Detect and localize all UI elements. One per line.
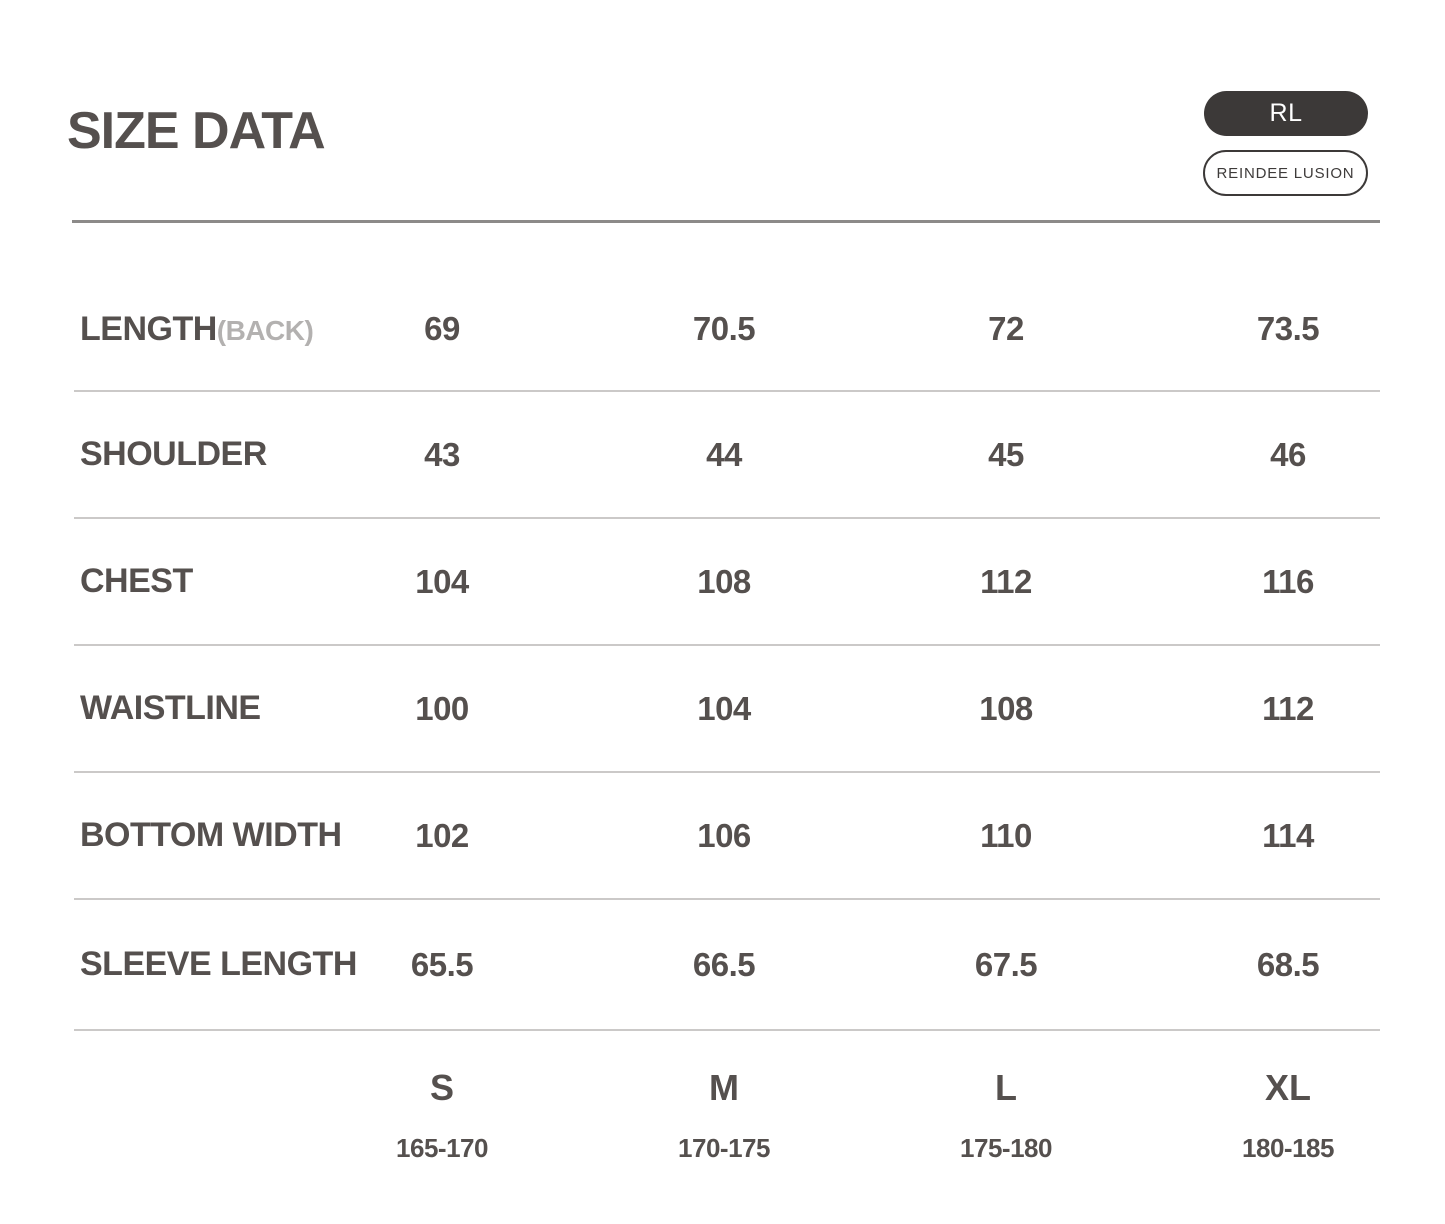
cell-value: 72 xyxy=(988,310,1024,347)
size-height-range: 170-175 xyxy=(678,1133,770,1163)
size-height-range: 180-185 xyxy=(1242,1133,1334,1163)
table-row-length: LENGTH(BACK) 69 70.5 72 73.5 xyxy=(74,223,1429,390)
cell-value: 102 xyxy=(415,816,469,854)
brand-name-text: REINDEE LUSION xyxy=(1216,164,1355,182)
size-height-range: 175-180 xyxy=(960,1133,1052,1163)
size-column-m: M 170-175 xyxy=(583,1027,865,1163)
table-row-shoulder: SHOULDER 43 44 45 46 xyxy=(74,392,1429,517)
header-divider xyxy=(72,220,1380,223)
size-label: M xyxy=(709,1067,739,1108)
footer-spacer xyxy=(74,1027,301,1162)
cell-value: 43 xyxy=(424,435,460,473)
size-height-range: 165-170 xyxy=(396,1133,488,1163)
cell-value: 73.5 xyxy=(1256,310,1320,347)
row-label-shoulder: SHOULDER xyxy=(80,435,267,473)
table-row-chest: CHEST 104 108 112 116 xyxy=(74,519,1429,644)
cell-value: 100 xyxy=(415,689,469,727)
table-row-waistline: WAISTLINE 100 104 108 112 xyxy=(74,646,1429,771)
cell-value: 44 xyxy=(706,435,742,473)
row-label-chest: CHEST xyxy=(80,562,193,600)
cell-value: 104 xyxy=(697,689,751,727)
row-divider xyxy=(74,898,1380,900)
row-divider xyxy=(74,517,1380,519)
cell-value: 67.5 xyxy=(974,945,1038,983)
row-label-suffix: (BACK) xyxy=(216,314,314,346)
size-label: S xyxy=(429,1067,454,1108)
cell-value: 45 xyxy=(988,435,1024,473)
row-label-waistline: WAISTLINE xyxy=(80,689,261,727)
brand-logo-text: RL xyxy=(1269,99,1303,127)
cell-value: 104 xyxy=(415,562,469,600)
cell-value: 116 xyxy=(1262,562,1314,600)
cell-value: 46 xyxy=(1270,435,1306,473)
cell-value: 69 xyxy=(424,310,460,347)
cell-value: 70.5 xyxy=(692,310,756,347)
size-column-xl: XL 180-185 xyxy=(1147,1027,1429,1163)
size-column-s: S 165-170 xyxy=(301,1027,583,1163)
cell-value: 65.5 xyxy=(410,945,474,983)
cell-value: 108 xyxy=(697,562,751,600)
row-divider xyxy=(74,771,1380,773)
row-divider xyxy=(74,644,1380,646)
row-label-bottom-width: BOTTOM WIDTH xyxy=(80,816,342,854)
size-column-l: L 175-180 xyxy=(865,1027,1147,1163)
cell-value: 112 xyxy=(980,562,1032,600)
table-row-sleeve-length: SLEEVE LENGTH 65.5 66.5 67.5 68.5 xyxy=(74,900,1429,1029)
row-label-length: LENGTH(BACK) xyxy=(74,309,314,349)
size-table: LENGTH(BACK) 69 70.5 72 73.5 SHOULDER 43… xyxy=(74,223,1429,1031)
cell-value: 68.5 xyxy=(1256,945,1320,983)
brand-name-badge: REINDEE LUSION xyxy=(1203,150,1368,196)
size-label: XL xyxy=(1264,1067,1311,1108)
table-row-bottom-width: BOTTOM WIDTH 102 106 110 114 xyxy=(74,773,1429,898)
row-divider xyxy=(74,1029,1380,1031)
cell-value: 66.5 xyxy=(692,945,756,983)
page-title: SIZE DATA xyxy=(67,102,326,160)
size-column-footer: S 165-170 M 170-175 L 175-180 XL 180-185 xyxy=(74,1027,1429,1163)
cell-value: 108 xyxy=(979,689,1033,727)
cell-value: 110 xyxy=(980,816,1032,854)
size-label: L xyxy=(995,1067,1017,1108)
row-label-sleeve-length: SLEEVE LENGTH xyxy=(80,945,357,983)
row-label-text: LENGTH xyxy=(80,309,217,348)
cell-value: 106 xyxy=(697,816,751,854)
brand-logo-badge: RL xyxy=(1204,91,1368,136)
cell-value: 112 xyxy=(1262,689,1314,727)
row-divider xyxy=(74,390,1380,392)
cell-value: 114 xyxy=(1262,816,1314,854)
